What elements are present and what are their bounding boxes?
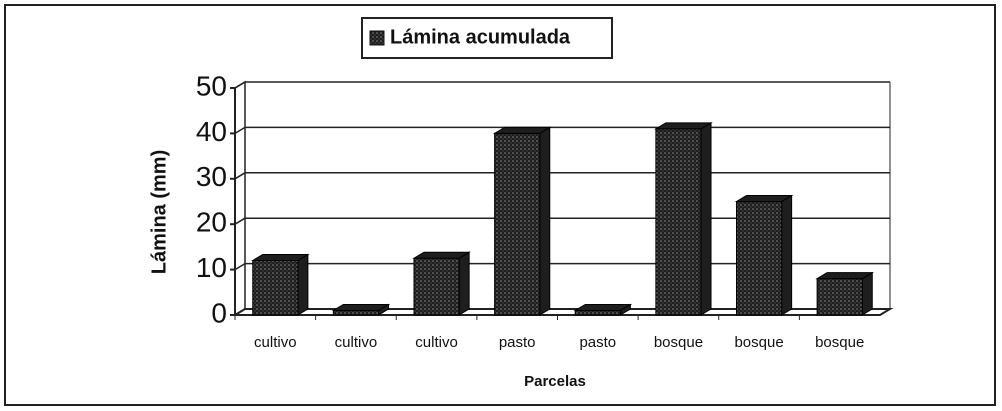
grid-line <box>234 262 246 271</box>
bar-side <box>700 121 712 316</box>
bar <box>332 309 380 316</box>
bar <box>413 257 460 316</box>
x-tick-label: cultivo <box>254 334 297 351</box>
y-tick-label: 20 <box>196 207 227 238</box>
x-tick-label: bosque <box>654 334 703 351</box>
bar-side <box>297 253 309 316</box>
bar-top <box>250 254 310 262</box>
grid-line <box>234 81 246 89</box>
bar-side <box>781 194 793 316</box>
y-tick-label: 30 <box>196 161 227 192</box>
legend-swatch <box>369 30 385 46</box>
y-tick-label: 10 <box>196 252 227 283</box>
bar <box>494 132 541 316</box>
bar-top <box>492 126 552 134</box>
bar-top <box>734 195 794 202</box>
y-tick-label: 50 <box>196 70 227 101</box>
x-tick-label: bosque <box>815 334 864 351</box>
x-tick-label: cultivo <box>415 334 458 351</box>
grid-line <box>234 308 246 316</box>
y-tick-label: 40 <box>196 116 227 147</box>
y-axis-label: Lámina (mm) <box>148 150 170 274</box>
legend-box <box>361 17 613 59</box>
bar-top <box>412 251 471 259</box>
x-tick-label: pasto <box>579 334 616 351</box>
legend-label: Lámina acumulada <box>390 26 571 48</box>
x-tick-label: pasto <box>499 334 536 351</box>
bar-top <box>815 272 875 280</box>
bar-side <box>539 126 551 316</box>
x-tick-label: cultivo <box>335 334 378 351</box>
bar <box>655 128 702 316</box>
y-tick-label: 0 <box>211 297 227 328</box>
grid-line <box>234 172 246 180</box>
bar <box>252 260 299 316</box>
bar-side <box>861 271 873 316</box>
bar-side <box>458 251 470 316</box>
bar <box>816 278 863 316</box>
bar-top <box>331 303 391 311</box>
bar <box>574 309 621 316</box>
bar-top <box>573 303 633 311</box>
grid-line <box>234 217 246 225</box>
grid-line <box>234 126 246 135</box>
bar <box>735 201 783 316</box>
x-tick-label: bosque <box>734 334 783 351</box>
bar-top <box>654 122 713 130</box>
x-axis-label: Parcelas <box>524 373 586 390</box>
